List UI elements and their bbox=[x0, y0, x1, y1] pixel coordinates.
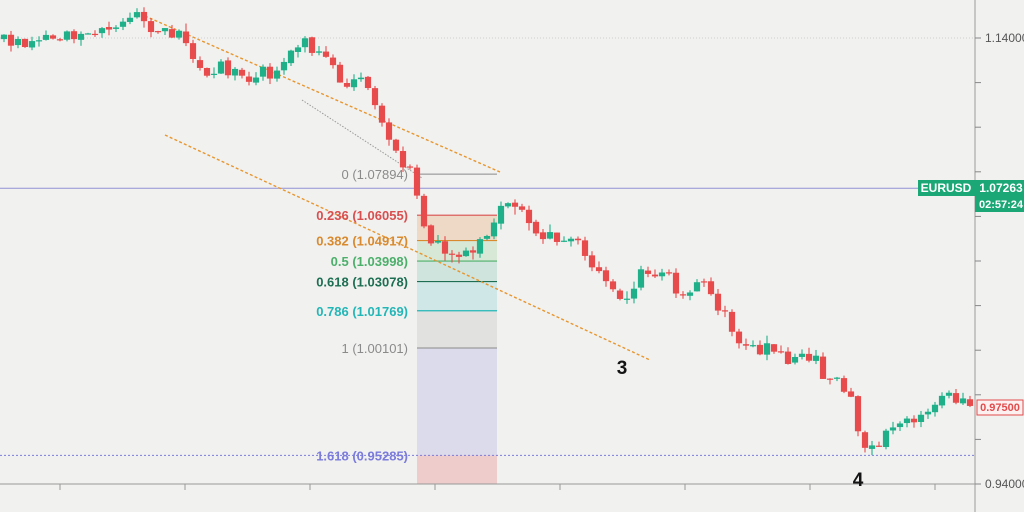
svg-text:1 (1.00101): 1 (1.00101) bbox=[342, 341, 409, 356]
svg-text:0 (1.07894): 0 (1.07894) bbox=[342, 167, 409, 182]
svg-text:0.382 (1.04917): 0.382 (1.04917) bbox=[316, 234, 408, 249]
svg-text:0.97500: 0.97500 bbox=[980, 402, 1020, 414]
svg-text:4: 4 bbox=[853, 470, 864, 491]
svg-text:1.07263: 1.07263 bbox=[979, 181, 1023, 195]
svg-text:0.786 (1.01769): 0.786 (1.01769) bbox=[316, 304, 408, 319]
svg-text:3: 3 bbox=[617, 358, 628, 379]
svg-text:EURUSD: EURUSD bbox=[921, 181, 972, 195]
svg-text:1.618 (0.95285): 1.618 (0.95285) bbox=[316, 448, 408, 463]
svg-text:0.5 (1.03998): 0.5 (1.03998) bbox=[331, 254, 408, 269]
svg-text:0.236 (1.06055): 0.236 (1.06055) bbox=[316, 208, 408, 223]
svg-text:02:57:24: 02:57:24 bbox=[979, 199, 1024, 211]
svg-text:0.618 (1.03078): 0.618 (1.03078) bbox=[316, 275, 408, 290]
